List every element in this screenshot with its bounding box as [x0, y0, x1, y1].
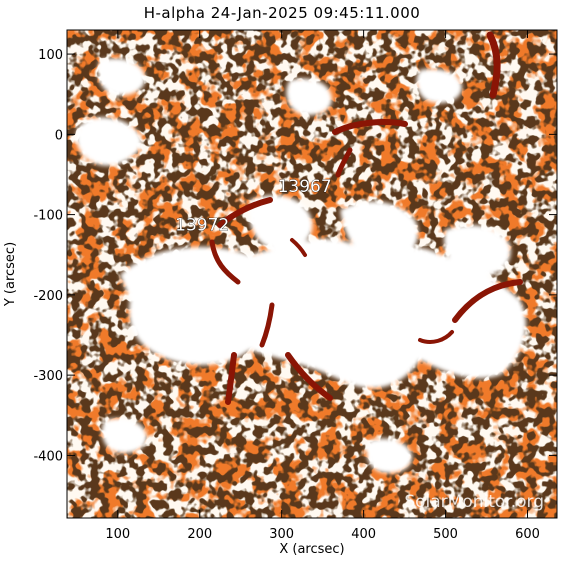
image-title: H-alpha 24-Jan-2025 09:45:11.000: [143, 4, 421, 22]
x-tick-label: 100: [105, 527, 130, 542]
x-tick-label: 600: [515, 527, 540, 542]
watermark: SolarMonitor.org: [404, 492, 544, 512]
y-tick-label: -200: [33, 289, 63, 304]
y-tick-label: -100: [33, 209, 63, 224]
x-tick-label: 400: [351, 527, 376, 542]
x-tick-label: 300: [269, 527, 294, 542]
plage-regions: [76, 58, 527, 474]
y-tick-label: 100: [38, 48, 63, 63]
active-region-labels: 13967 13972: [175, 177, 332, 236]
x-axis-label: X (arcsec): [279, 542, 344, 557]
y-tick-label: 0: [55, 128, 63, 143]
x-tick-label: 500: [433, 527, 458, 542]
x-axis-ticks: 100 200 300 400 500 600: [105, 30, 540, 542]
solar-image: [67, 30, 557, 518]
active-region-label: 13972: [175, 216, 229, 236]
y-axis-ticks: 100 0 -100 -200 -300 -400: [33, 48, 557, 464]
filaments: [209, 31, 523, 405]
x-tick-label: 200: [187, 527, 212, 542]
plot-frame: [66, 29, 558, 519]
y-axis-label: Y (arcsec): [3, 242, 18, 307]
y-tick-label: -400: [33, 449, 63, 464]
active-region-label: 13967: [278, 177, 332, 197]
y-tick-label: -300: [33, 369, 63, 384]
